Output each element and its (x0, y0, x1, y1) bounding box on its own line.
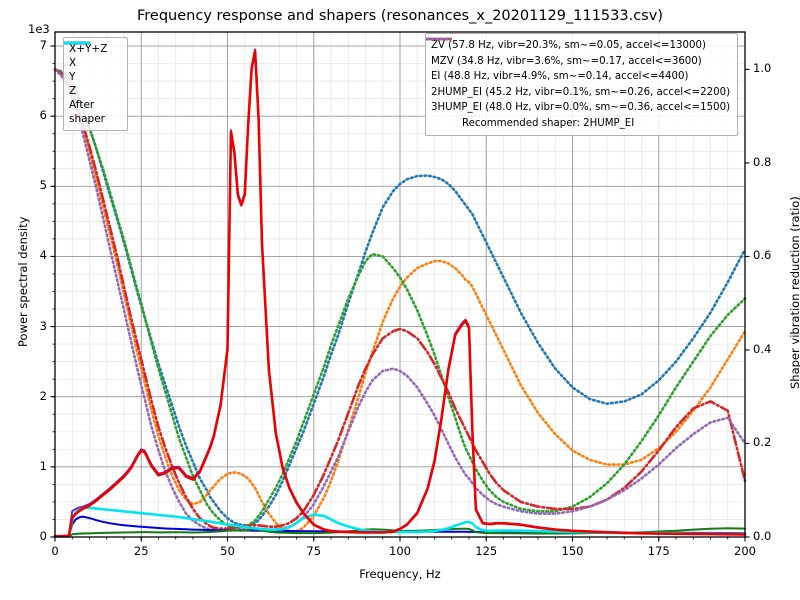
legend-label: MZV (34.8 Hz, vibr=3.6%, sm~=0.17, accel… (431, 55, 702, 67)
x-tick-100: 100 (389, 544, 411, 558)
y-left-axis-label: Power spectral density (16, 216, 30, 347)
legend-item-zv[interactable]: ZV (57.8 Hz, vibr=20.3%, sm~=0.05, accel… (426, 37, 730, 54)
legend-label: X (69, 57, 77, 69)
series-2hump_ei (53, 68, 747, 530)
legend-item-2hump_ei[interactable]: 2HUMP_EI (45.2 Hz, vibr=0.1%, sm~=0.26, … (426, 37, 731, 101)
y-right-tick-0.0: 0.0 (753, 529, 772, 543)
y-right-tick-0.8: 0.8 (753, 154, 772, 169)
x-tick-125: 125 (475, 544, 498, 558)
legend-label: Z (69, 85, 77, 97)
legend-label: 2HUMP_EI (45.2 Hz, vibr=0.1%, sm~=0.26, … (431, 86, 731, 98)
series-z (54, 515, 746, 538)
y-right-tick-1.0: 1.0 (753, 61, 772, 76)
x-axis-label: Frequency, Hz (359, 567, 441, 581)
y-tick-7: 7 (39, 38, 47, 53)
series-y (54, 527, 746, 538)
legend-shapers: ZV (57.8 Hz, vibr=20.3%, sm~=0.05, accel… (425, 33, 739, 136)
x-tick-50: 50 (220, 544, 235, 558)
y-right-tick-0.4: 0.4 (753, 341, 772, 356)
recommended-shaper-note: Recommended shaper: 2HUMP_EI (431, 116, 730, 132)
x-tick-200: 200 (734, 544, 756, 558)
legend-swatch (426, 37, 452, 41)
x-tick-75: 75 (306, 544, 322, 558)
series-x (53, 49, 747, 538)
y-tick-0: 0 (39, 529, 47, 543)
legend-item-z[interactable]: Z (64, 41, 121, 98)
legend-label: EI (48.8 Hz, vibr=4.9%, sm~=0.14, accel<… (431, 71, 689, 83)
legend-label: Y (69, 71, 76, 83)
legend-label: X+Y+Z (69, 43, 108, 55)
y-right-tick-0.6: 0.6 (753, 248, 772, 263)
y-tick-5: 5 (39, 178, 47, 193)
legend-item-3hump_ei[interactable]: 3HUMP_EI (48.0 Hz, vibr=0.0%, sm~=0.36, … (426, 37, 731, 116)
legend-item-ei[interactable]: EI (48.8 Hz, vibr=4.9%, sm~=0.14, accel<… (426, 37, 730, 85)
x-tick-0: 0 (51, 544, 59, 558)
legend-item-after-shaper[interactable]: After shaper (64, 41, 121, 126)
legend-item-x[interactable]: X (64, 41, 121, 70)
x-tick-175: 175 (647, 544, 670, 558)
chart-title: Frequency response and shapers (resonanc… (137, 8, 663, 24)
x-tick-25: 25 (133, 544, 149, 558)
legend-label: After shaper (69, 99, 106, 125)
y-tick-2: 2 (39, 388, 47, 403)
y-tick-1: 1 (39, 458, 47, 473)
legend-swatch (64, 41, 90, 45)
x-tick-150: 150 (561, 544, 584, 558)
y-right-axis-label: Shaper vibration reduction (ratio) (788, 195, 800, 389)
recommended-shaper-text: Recommended shaper: 2HUMP_EI (462, 117, 635, 129)
y-tick-3: 3 (39, 318, 47, 333)
legend-item-y[interactable]: Y (64, 41, 121, 84)
legend-label: 3HUMP_EI (48.0 Hz, vibr=0.0%, sm~=0.36, … (431, 102, 731, 114)
y-right-tick-0.2: 0.2 (753, 435, 772, 450)
series-after-shaper (53, 506, 747, 538)
y-tick-6: 6 (39, 108, 47, 123)
y-axis-exponent: 1e3 (28, 22, 50, 36)
y-tick-4: 4 (39, 248, 47, 263)
legend-item-mzv[interactable]: MZV (34.8 Hz, vibr=3.6%, sm~=0.17, accel… (426, 37, 730, 70)
series-ei (53, 68, 747, 529)
legend-label: ZV (57.8 Hz, vibr=20.3%, sm~=0.05, accel… (431, 40, 706, 52)
legend-signals: X+Y+Z X Y Z After shaper (63, 37, 128, 131)
legend-swatch-blank (431, 118, 457, 128)
